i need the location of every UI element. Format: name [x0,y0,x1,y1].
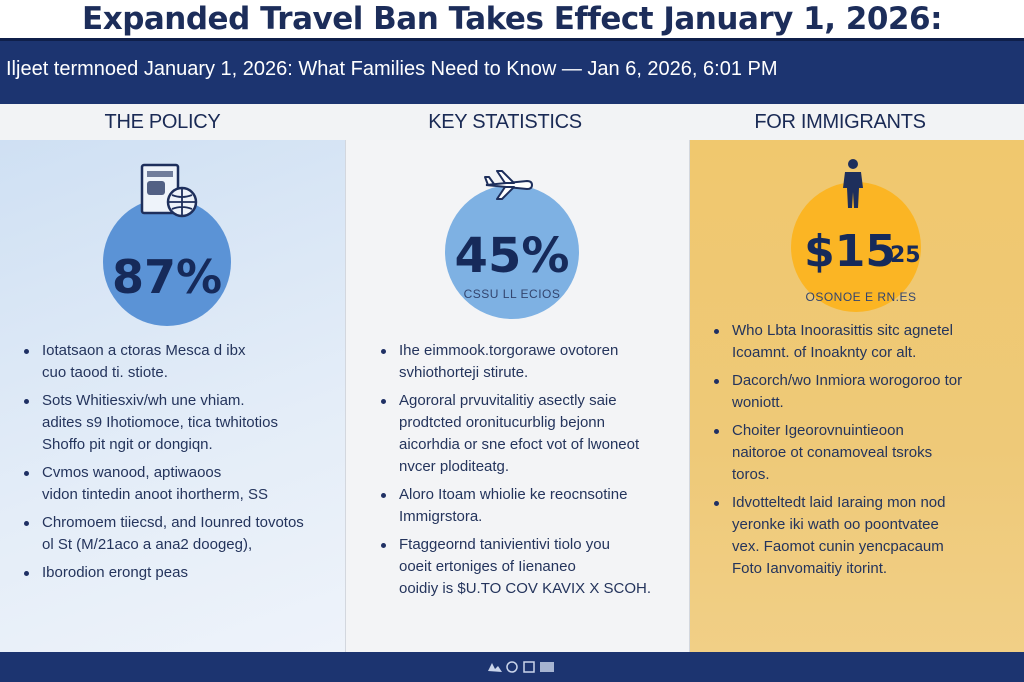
immigrants-stat-value: $15 [804,226,896,277]
footer-bar [0,652,1024,682]
policy-stat-circle [103,198,231,326]
policy-bullets: Iotatsaon a ctoras Mesca d ibx cuo taood… [22,340,322,590]
statistics-stat-caption: CSSU LL ECIOS [463,287,561,301]
airplane-icon [484,170,533,200]
policy-column: 87% Iotatsaon a ctoras Mesca d ibx cuo t… [0,140,345,652]
list-item: Sots Whitiesxiv/wh une vhiam. adites s9 … [22,390,322,456]
immigrants-bullets: Who Lbta Inoorasittis sitc agnetel Icoam… [712,320,1012,586]
title-bar: Expanded Travel Ban Takes Effect January… [0,0,1024,38]
footer-logo-icon [488,661,554,673]
list-item: Dacorch/wo Inmiora worogoroo tor woniott… [712,370,1012,414]
list-item: Cvmos wanood, aptiwaoos vidon tintedin a… [22,462,322,506]
list-item: Aloro Itoam whiolie ke reocnsotine Immig… [379,484,679,528]
immigrants-stat-caption: OSONOE E RN.ES [805,290,917,304]
immigrants-column: $15 25 OSONOE E RN.ES Who Lbta Inoorasit… [690,140,1024,652]
list-item: Choiter Igeorovnuintieoon naitoroe ot co… [712,420,1012,486]
list-item: Ihe eimmook.torgorawe ovotoren svhiothor… [379,340,679,384]
page-subtitle: Iljeet termnoed January 1, 2026: What Fa… [6,58,778,80]
list-item: Ftaggeornd tanivientivi tiolo you ooeit … [379,534,679,600]
statistics-column: 45% CSSU LL ECIOS Ihe eimmook.torgorawe … [345,140,690,652]
page-title: Expanded Travel Ban Takes Effect January… [82,1,942,37]
passport-icon [140,163,198,218]
policy-heading: THE POLICY [104,111,221,133]
list-item: Idvotteltedt laid Iaraing mon nod yeronk… [712,492,1012,580]
immigrants-heading: FOR IMMIGRANTS [754,111,926,133]
statistics-heading: KEY STATISTICS [428,111,582,133]
statistics-stat-circle [445,185,579,319]
list-item: Agororal prvuvitalitiy asectly saie prod… [379,390,679,478]
statistics-bullets: Ihe eimmook.torgorawe ovotoren svhiothor… [379,340,679,606]
policy-stat-value: 87% [111,250,223,304]
list-item: Who Lbta Inoorasittis sitc agnetel Icoam… [712,320,1012,364]
person-icon [843,159,863,208]
list-item: Iborodion erongt peas [22,562,322,584]
column-headers: THE POLICY KEY STATISTICS FOR IMMIGRANTS [0,104,1024,141]
subtitle-bar: Iljeet termnoed January 1, 2026: What Fa… [0,38,1024,104]
list-item: Iotatsaon a ctoras Mesca d ibx cuo taood… [22,340,322,384]
statistics-stat-value: 45% [454,228,570,284]
immigrants-stat-suffix: 25 [890,243,921,268]
list-item: Chromoem tiiecsd, and Iounred tovotos ol… [22,512,322,556]
